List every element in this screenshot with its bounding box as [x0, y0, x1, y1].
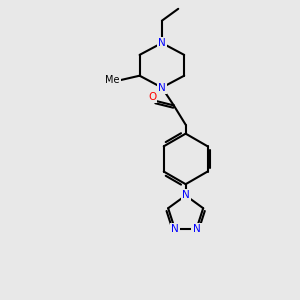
- Text: O: O: [148, 92, 156, 102]
- Text: N: N: [193, 224, 200, 234]
- Text: N: N: [182, 190, 190, 200]
- Text: N: N: [158, 82, 166, 93]
- Text: Me: Me: [105, 75, 119, 85]
- Text: N: N: [158, 38, 166, 48]
- Text: N: N: [171, 224, 179, 234]
